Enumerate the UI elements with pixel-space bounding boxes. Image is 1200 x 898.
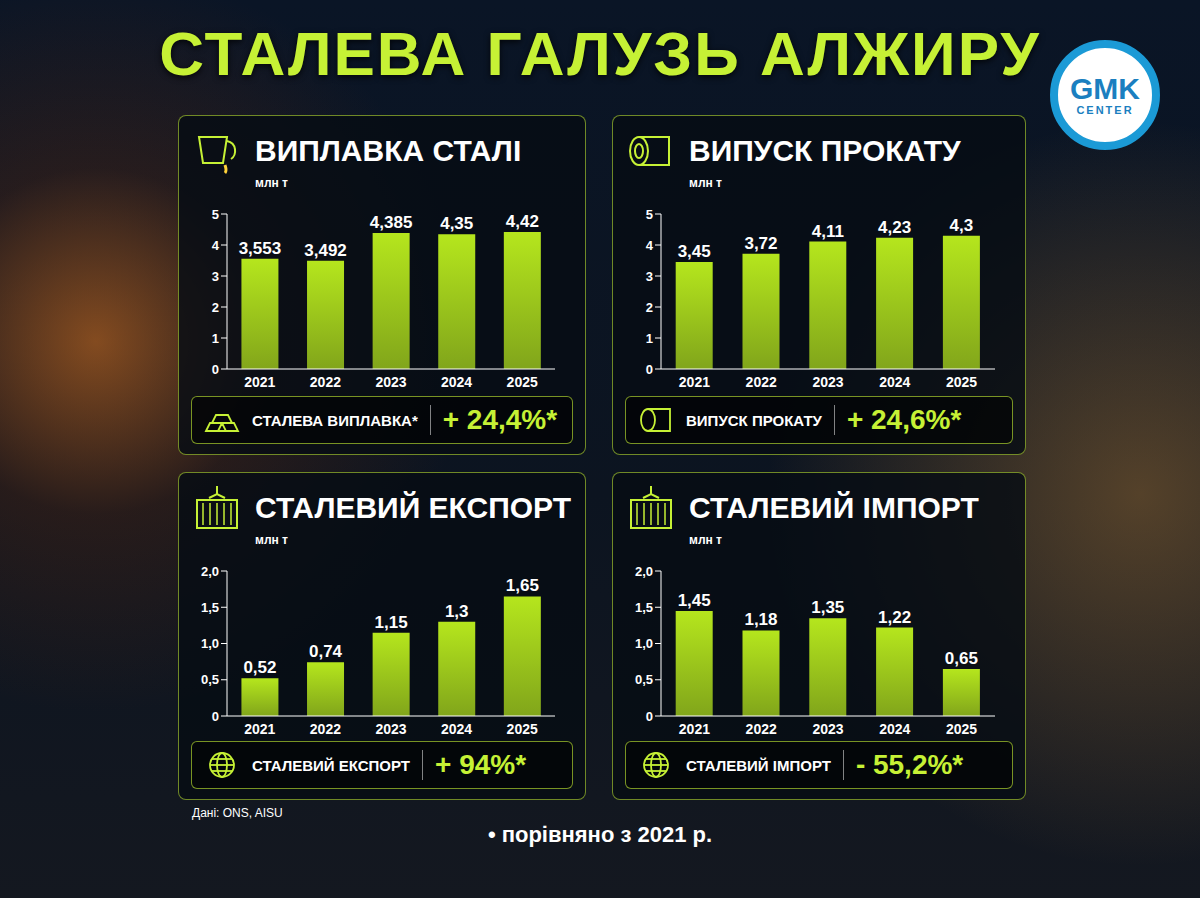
svg-text:2022: 2022: [310, 374, 341, 390]
svg-text:2022: 2022: [746, 721, 777, 737]
svg-text:2021: 2021: [679, 721, 710, 737]
svg-text:0: 0: [212, 709, 219, 724]
svg-text:2021: 2021: [244, 374, 275, 390]
html-text:млн т: млн т: [689, 176, 722, 190]
svg-text:4,3: 4,3: [950, 216, 974, 235]
svg-text:2025: 2025: [946, 374, 977, 390]
svg-text:5: 5: [646, 207, 653, 222]
svg-text:4,385: 4,385: [370, 213, 413, 232]
html-text:СТАЛЕВА ГАЛУЗЬ АЛЖИРУ: СТАЛЕВА ГАЛУЗЬ АЛЖИРУ: [159, 19, 1041, 88]
svg-text:0,52: 0,52: [243, 658, 276, 677]
svg-text:1,15: 1,15: [375, 613, 408, 632]
svg-text:2024: 2024: [879, 374, 910, 390]
html-text:ВИПУСК ПРОКАТУ: ВИПУСК ПРОКАТУ: [689, 134, 961, 167]
svg-text:2023: 2023: [375, 374, 406, 390]
html-text:- 55,2%*: - 55,2%*: [855, 749, 964, 780]
svg-text:0,74: 0,74: [309, 642, 343, 661]
svg-text:1,5: 1,5: [635, 600, 653, 615]
svg-text:3,553: 3,553: [239, 239, 282, 258]
svg-text:1,65: 1,65: [506, 576, 539, 595]
html-text:СТАЛЕВИЙ ЕКСПОРТ: СТАЛЕВИЙ ЕКСПОРТ: [252, 756, 410, 774]
svg-text:1,22: 1,22: [878, 608, 911, 627]
svg-text:1,5: 1,5: [201, 600, 219, 615]
html-text:СТАЛЕВИЙ ЕКСПОРТ: СТАЛЕВИЙ ЕКСПОРТ: [255, 491, 571, 524]
html-text:+ 24,4%*: + 24,4%*: [442, 404, 558, 435]
svg-text:2023: 2023: [812, 721, 843, 737]
svg-text:2022: 2022: [310, 721, 341, 737]
svg-text:1: 1: [646, 331, 653, 346]
svg-text:1,0: 1,0: [201, 636, 219, 651]
svg-text:1,45: 1,45: [678, 591, 711, 610]
svg-text:3: 3: [646, 269, 653, 284]
html-text:млн т: млн т: [689, 533, 722, 547]
svg-text:1,3: 1,3: [445, 602, 469, 621]
html-text:СТАЛЕВИЙ ІМПОРТ: СТАЛЕВИЙ ІМПОРТ: [689, 491, 979, 524]
html-text:млн т: млн т: [255, 176, 288, 190]
html-text:ВИПУСК ПРОКАТУ: ВИПУСК ПРОКАТУ: [686, 411, 822, 429]
svg-text:1,0: 1,0: [635, 636, 653, 651]
svg-text:1: 1: [212, 331, 219, 346]
svg-text:2025: 2025: [507, 374, 538, 390]
svg-text:3,72: 3,72: [744, 234, 777, 253]
svg-text:3,45: 3,45: [678, 242, 711, 261]
svg-text:3: 3: [212, 269, 219, 284]
svg-text:4: 4: [646, 238, 654, 253]
svg-text:3,492: 3,492: [304, 241, 347, 260]
svg-text:2,0: 2,0: [635, 564, 653, 579]
svg-text:2024: 2024: [879, 721, 910, 737]
html-text:+ 94%*: + 94%*: [435, 749, 527, 780]
svg-text:5: 5: [212, 207, 219, 222]
svg-text:2,0: 2,0: [201, 564, 219, 579]
html-text:CENTER: CENTER: [1076, 104, 1134, 116]
html-text:+ 24,6%*: + 24,6%*: [846, 404, 962, 435]
svg-text:2023: 2023: [812, 374, 843, 390]
svg-text:4,35: 4,35: [440, 214, 473, 233]
svg-text:0,5: 0,5: [635, 672, 653, 687]
svg-text:4: 4: [212, 238, 220, 253]
svg-text:2: 2: [212, 300, 219, 315]
html-text:ВИПЛАВКА СТАЛІ: ВИПЛАВКА СТАЛІ: [255, 134, 522, 167]
svg-text:1,18: 1,18: [744, 610, 777, 629]
svg-text:2022: 2022: [746, 374, 777, 390]
svg-text:2025: 2025: [946, 721, 977, 737]
svg-text:2023: 2023: [375, 721, 406, 737]
svg-text:2: 2: [646, 300, 653, 315]
html-text:СТАЛЕВА ВИПЛАВКА*: СТАЛЕВА ВИПЛАВКА*: [252, 411, 418, 429]
svg-text:0: 0: [646, 362, 653, 377]
svg-text:4,42: 4,42: [506, 212, 539, 231]
svg-text:0: 0: [212, 362, 219, 377]
svg-text:2025: 2025: [507, 721, 538, 737]
html-text:СТАЛЕВИЙ ІМПОРТ: СТАЛЕВИЙ ІМПОРТ: [686, 756, 831, 774]
svg-text:0,5: 0,5: [201, 672, 219, 687]
svg-text:4,23: 4,23: [878, 218, 911, 237]
svg-text:2024: 2024: [441, 374, 472, 390]
svg-text:0: 0: [646, 709, 653, 724]
svg-text:0,65: 0,65: [945, 649, 978, 668]
html-text:млн т: млн т: [255, 533, 288, 547]
html-text:Дані: ONS, AISU: Дані: ONS, AISU: [192, 806, 283, 820]
svg-text:2021: 2021: [244, 721, 275, 737]
svg-text:2024: 2024: [441, 721, 472, 737]
svg-text:1,35: 1,35: [811, 598, 844, 617]
html-text:GMK: GMK: [1070, 72, 1140, 105]
html-text:• порівняно з 2021 р.: • порівняно з 2021 р.: [487, 822, 713, 847]
svg-text:4,11: 4,11: [812, 222, 844, 241]
svg-text:2021: 2021: [679, 374, 710, 390]
